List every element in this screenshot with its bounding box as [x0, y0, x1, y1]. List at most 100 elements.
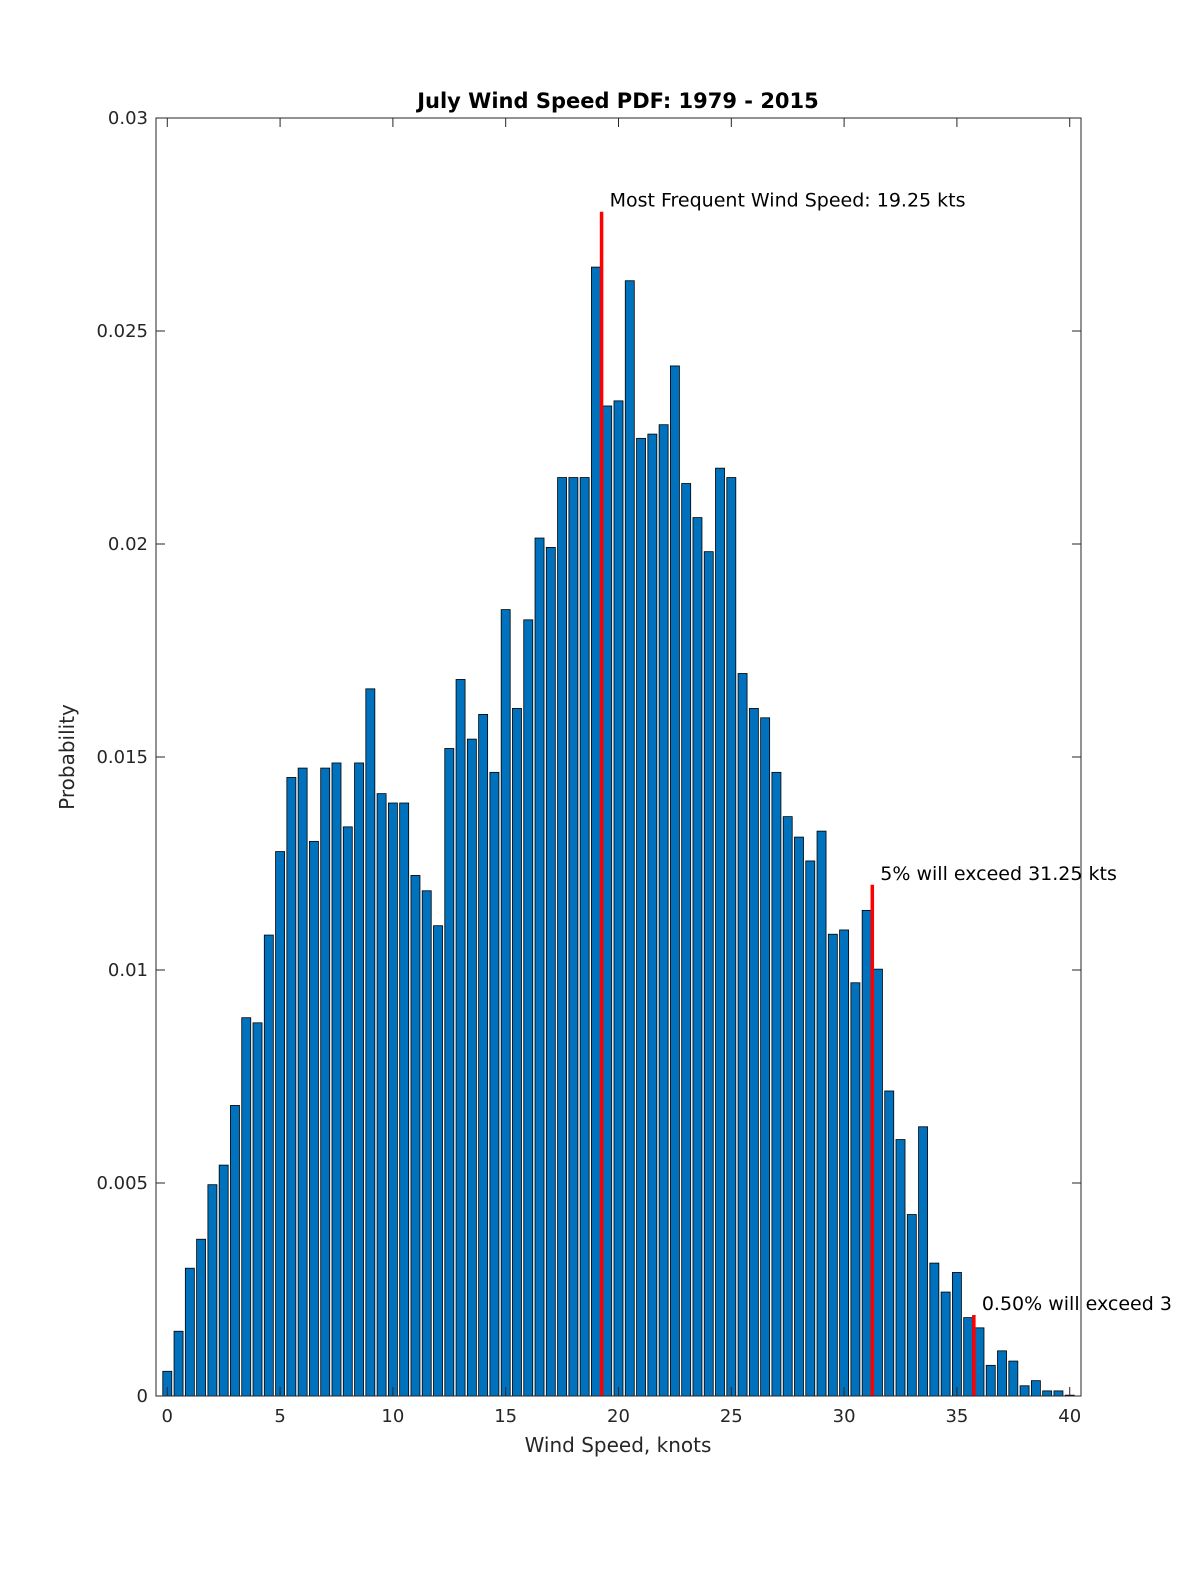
bar [534, 537, 545, 1397]
bar [365, 688, 376, 1397]
bar [1053, 1390, 1064, 1397]
bar [636, 437, 646, 1397]
marker-annotation: 5% will exceed 31.25 kts [880, 863, 1117, 885]
x-tick-label: 30 [833, 1406, 856, 1427]
bar [884, 1090, 895, 1397]
bar [489, 771, 500, 1397]
bar [918, 1126, 928, 1397]
bar [963, 1317, 974, 1397]
bar-series [162, 266, 1075, 1397]
marker-lines [599, 211, 976, 1396]
bar [613, 400, 624, 1397]
x-tick-label: 0 [162, 1406, 173, 1427]
bar [591, 266, 601, 1397]
bar [681, 483, 692, 1397]
bar [478, 714, 489, 1397]
bar [1030, 1380, 1041, 1397]
bar [410, 875, 421, 1397]
y-tick-label: 0.025 [96, 321, 148, 342]
bar [399, 802, 410, 1397]
bar [715, 467, 725, 1397]
bar [557, 477, 568, 1397]
bar [297, 767, 308, 1397]
bar [658, 424, 669, 1397]
x-tick-label: 20 [607, 1406, 630, 1427]
bar [940, 1291, 951, 1397]
y-tick-label: 0 [137, 1386, 148, 1407]
bar [974, 1327, 985, 1397]
bar [387, 802, 398, 1397]
bar [805, 860, 816, 1397]
chart-title: July Wind Speed PDF: 1979 - 2015 [415, 89, 819, 113]
bar [207, 1184, 218, 1397]
bar [669, 365, 680, 1397]
bar [376, 793, 387, 1397]
bar [997, 1350, 1007, 1397]
bar [1019, 1385, 1030, 1397]
x-axis-label: Wind Speed, knots [525, 1433, 712, 1457]
bar [873, 968, 883, 1397]
bar [320, 767, 331, 1397]
bar [218, 1164, 229, 1397]
bar [286, 777, 297, 1397]
bar [952, 1272, 962, 1397]
y-tick-label: 0.01 [108, 960, 148, 981]
bar [771, 771, 782, 1397]
bar [1008, 1360, 1019, 1397]
bar [647, 433, 658, 1397]
bar [184, 1267, 195, 1397]
bar [703, 551, 714, 1397]
bar [602, 405, 613, 1397]
bar [748, 708, 759, 1397]
y-tick-label: 0.015 [96, 747, 148, 768]
bar [173, 1330, 184, 1397]
y-axis-ticks: 0 0.005 0.01 0.015 0.02 0.025 0.03 [96, 108, 1081, 1407]
bar [839, 929, 850, 1397]
bar [816, 830, 827, 1397]
bar [794, 836, 804, 1397]
bar [861, 909, 872, 1397]
y-tick-label: 0.005 [96, 1173, 148, 1194]
bar [331, 762, 342, 1397]
bar [545, 547, 556, 1397]
bar [500, 609, 511, 1397]
bar [895, 1139, 906, 1397]
bar [692, 517, 703, 1397]
bar [241, 1017, 252, 1397]
bar [929, 1262, 940, 1397]
y-tick-label: 0.03 [108, 108, 148, 129]
marker-annotation: Most Frequent Wind Speed: 19.25 kts [610, 190, 966, 212]
bar [850, 982, 861, 1397]
bar [726, 477, 737, 1397]
y-axis-label: Probability [55, 704, 79, 810]
bar [760, 717, 771, 1397]
bar [568, 477, 579, 1397]
bar [466, 738, 477, 1397]
x-tick-label: 5 [274, 1406, 285, 1427]
bar [782, 816, 793, 1397]
bar [252, 1022, 263, 1397]
bar [263, 934, 274, 1397]
bar [906, 1214, 917, 1397]
bar [624, 280, 635, 1397]
marker-annotations: Most Frequent Wind Speed: 19.25 kts 5% wi… [610, 190, 1172, 1315]
bar [230, 1105, 240, 1397]
x-axis-ticks: 0 5 10 15 20 25 30 35 40 [162, 118, 1081, 1427]
bar [827, 933, 838, 1397]
bar [444, 748, 455, 1397]
x-tick-label: 40 [1058, 1406, 1081, 1427]
bar [737, 673, 748, 1397]
x-tick-label: 25 [720, 1406, 743, 1427]
bar [354, 762, 364, 1397]
y-tick-label: 0.02 [108, 534, 148, 555]
bar [433, 925, 443, 1397]
bar [455, 679, 466, 1397]
marker-annotation: 0.50% will exceed 3 [982, 1293, 1172, 1315]
x-tick-label: 15 [494, 1406, 517, 1427]
bar [421, 890, 432, 1397]
x-tick-label: 35 [945, 1406, 968, 1427]
bar [196, 1238, 207, 1397]
bar [985, 1364, 996, 1397]
bar [512, 708, 522, 1397]
